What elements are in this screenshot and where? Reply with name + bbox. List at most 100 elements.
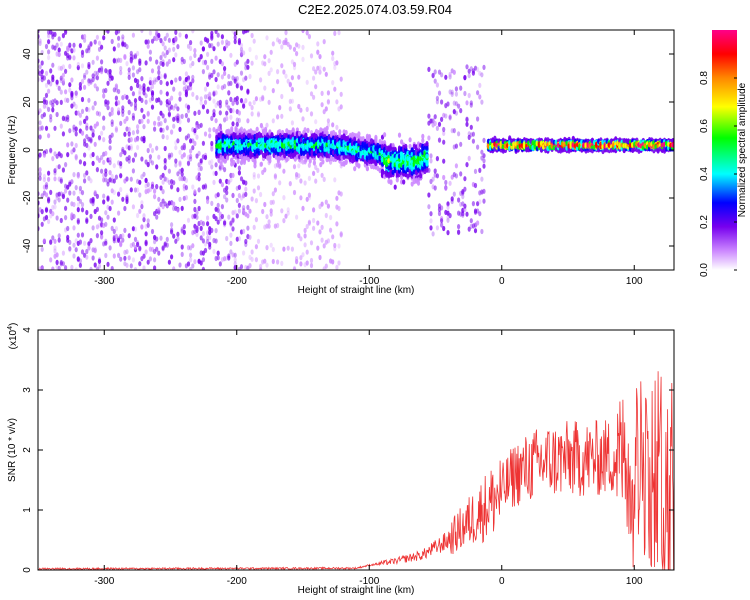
heatmap-cell xyxy=(191,78,195,84)
heatmap-cell xyxy=(97,257,102,263)
heatmap-cell xyxy=(47,88,51,94)
heatmap-cell xyxy=(201,257,205,263)
heatmap-cell xyxy=(167,168,171,174)
heatmap-cell xyxy=(95,224,99,230)
heatmap-cell xyxy=(322,66,326,72)
heatmap-cell xyxy=(72,147,76,153)
heatmap-cell xyxy=(268,154,272,160)
heatmap-cell xyxy=(297,103,301,110)
heatmap-cell xyxy=(40,246,44,252)
heatmap-cell xyxy=(216,72,220,78)
heatmap-cell xyxy=(133,54,138,60)
heatmap-cell xyxy=(295,51,299,57)
heatmap-cell xyxy=(38,108,42,114)
heatmap-cell xyxy=(104,252,108,259)
heatmap-cell xyxy=(320,224,324,230)
heatmap-cell xyxy=(117,30,121,34)
heatmap-cell xyxy=(78,198,82,204)
heatmap-cell xyxy=(457,131,461,137)
heatmap-cell xyxy=(83,161,87,167)
heatmap-cell xyxy=(138,67,142,73)
heatmap-cell xyxy=(208,91,212,97)
heatmap-cell xyxy=(78,258,82,264)
heatmap-cell xyxy=(64,30,68,35)
heatmap-cell xyxy=(295,214,299,220)
heatmap-cell xyxy=(102,115,106,121)
heatmap-cell xyxy=(186,133,191,139)
heatmap-cell xyxy=(144,231,148,237)
heatmap-cell xyxy=(184,89,188,95)
heatmap-cell xyxy=(100,69,104,75)
heatmap-cell xyxy=(199,225,203,231)
heatmap-cell xyxy=(174,145,178,151)
heatmap-cell xyxy=(114,95,118,101)
heatmap-cell xyxy=(61,192,65,198)
heatmap-cell xyxy=(199,165,203,172)
heatmap-cell xyxy=(42,75,47,81)
heatmap-cell xyxy=(172,233,176,239)
heatmap-cell xyxy=(144,99,148,105)
heatmap-cell xyxy=(467,155,471,161)
heatmap-cell xyxy=(144,249,148,255)
heatmap-cell xyxy=(123,42,127,48)
heatmap-cell xyxy=(233,252,237,258)
heatmap-cell xyxy=(273,187,277,193)
heatmap-cell xyxy=(433,120,437,127)
heatmap-cell xyxy=(129,242,133,249)
heatmap-cell xyxy=(102,35,106,41)
heatmap-cell xyxy=(454,163,458,169)
heatmap-cell xyxy=(150,38,155,44)
heatmap-cell xyxy=(102,199,106,205)
heatmap-cell xyxy=(186,117,191,123)
heatmap-cell xyxy=(427,113,431,119)
heatmap-cell xyxy=(220,34,224,40)
heatmap-cell xyxy=(68,246,72,252)
heatmap-cell xyxy=(267,219,271,225)
heatmap-cell xyxy=(87,61,91,68)
heatmap-cell xyxy=(239,50,244,56)
heatmap-cell xyxy=(138,60,142,66)
heatmap-cell xyxy=(146,118,150,124)
heatmap-cell xyxy=(170,227,174,233)
heatmap-cell xyxy=(129,101,133,107)
heatmap-cell xyxy=(288,106,292,112)
heatmap-cell xyxy=(83,252,87,258)
heatmap-cell xyxy=(259,77,263,83)
heatmap-cell xyxy=(450,198,454,205)
heatmap-cell xyxy=(331,234,335,240)
heatmap-cell xyxy=(44,103,49,109)
heatmap-cell xyxy=(80,78,85,84)
heatmap-cell xyxy=(476,144,480,150)
heatmap-cell xyxy=(210,58,214,64)
heatmap-cell xyxy=(150,68,155,74)
heatmap-cell xyxy=(76,256,80,262)
heatmap-cell xyxy=(435,225,439,231)
heatmap-cell xyxy=(252,174,256,180)
heatmap-cell xyxy=(214,216,218,222)
heatmap-cell xyxy=(76,202,80,208)
heatmap-cell xyxy=(339,76,343,82)
heatmap-cell xyxy=(87,107,91,113)
heatmap-cell xyxy=(256,185,261,191)
heatmap-cell xyxy=(437,121,442,127)
heatmap-cell xyxy=(239,70,244,76)
heatmap-cell xyxy=(214,118,218,124)
heatmap-cell xyxy=(478,94,482,100)
heatmap-cell xyxy=(59,89,63,95)
heatmap-cell xyxy=(186,161,191,167)
heatmap-cell xyxy=(47,49,51,55)
heatmap-cell xyxy=(482,158,486,164)
heatmap-cell xyxy=(261,208,265,215)
heatmap-cell xyxy=(223,46,227,52)
heatmap-cell xyxy=(144,93,148,99)
heatmap-cell xyxy=(478,167,482,173)
heatmap-cell xyxy=(180,251,184,257)
heatmap-cell xyxy=(186,261,191,267)
heatmap-cell xyxy=(133,187,138,193)
heatmap-cell xyxy=(59,153,63,159)
heatmap-cell xyxy=(210,43,214,49)
heatmap-cell xyxy=(286,78,290,84)
heatmap-cell xyxy=(227,40,231,46)
heatmap-cell xyxy=(57,85,61,91)
heatmap-cell xyxy=(72,190,76,196)
